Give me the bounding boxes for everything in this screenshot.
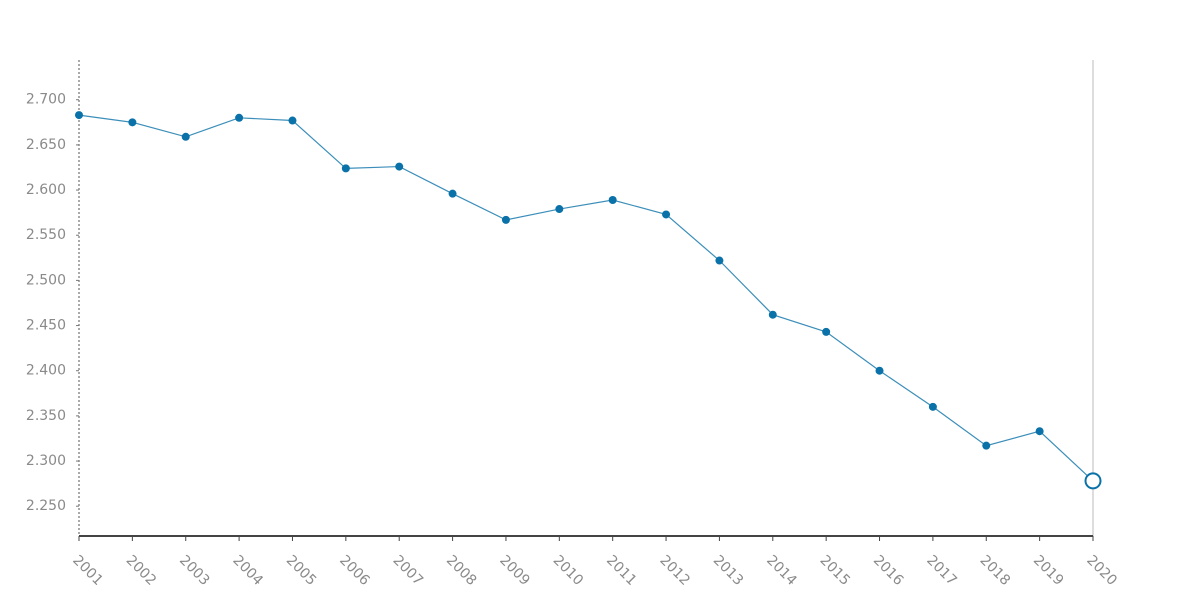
data-point <box>501 215 510 224</box>
x-tick-label: 2012 <box>656 552 693 589</box>
x-tick-label: 2001 <box>69 552 106 589</box>
data-point <box>822 327 831 336</box>
x-tick-group: 2012 <box>656 552 693 589</box>
x-tick-group: 2020 <box>1083 552 1120 589</box>
x-tick-group: 2004 <box>229 552 266 589</box>
x-tick-label: 2019 <box>1030 552 1067 589</box>
x-tick-group: 2001 <box>69 552 106 589</box>
x-tick-label: 2004 <box>229 552 266 589</box>
data-point <box>768 310 777 319</box>
x-tick-label: 2017 <box>923 552 960 589</box>
data-point <box>235 113 244 122</box>
x-tick-label: 2002 <box>123 552 160 589</box>
y-tick-label: 2.350 <box>26 408 66 424</box>
x-tick-label: 2008 <box>443 552 480 589</box>
x-tick-group: 2006 <box>336 552 373 589</box>
x-tick-group: 2013 <box>710 552 747 589</box>
x-tick-group: 2018 <box>977 552 1014 589</box>
x-tick-label: 2007 <box>390 552 427 589</box>
y-tick-label: 2.300 <box>26 453 66 469</box>
y-tick-label: 2.700 <box>26 92 66 108</box>
data-point <box>448 189 457 198</box>
x-tick-label: 2003 <box>176 552 213 589</box>
x-tick-label: 2009 <box>496 552 533 589</box>
data-point <box>555 205 564 214</box>
x-tick-group: 2003 <box>176 552 213 589</box>
data-point <box>608 196 617 204</box>
x-tick-label: 2016 <box>870 552 907 589</box>
data-point <box>75 111 83 120</box>
data-point <box>341 164 350 173</box>
y-tick-label: 2.500 <box>26 272 66 288</box>
x-tick-group: 2005 <box>283 552 320 589</box>
x-tick-group: 2014 <box>763 552 800 589</box>
data-point <box>1084 472 1102 490</box>
data-point <box>288 116 297 125</box>
x-tick-group: 2007 <box>390 552 427 589</box>
x-tick-label: 2018 <box>977 552 1014 589</box>
data-point <box>395 162 404 171</box>
x-tick-group: 2002 <box>123 552 160 589</box>
x-tick-group: 2016 <box>870 552 907 589</box>
data-point <box>1035 427 1044 436</box>
data-point <box>181 132 190 141</box>
x-tick-label: 2005 <box>283 552 320 589</box>
x-tick-group: 2011 <box>603 552 640 589</box>
x-tick-label: 2011 <box>603 552 640 589</box>
x-tick-label: 2015 <box>817 552 854 589</box>
data-point <box>715 256 724 265</box>
x-tick-group: 2009 <box>496 552 533 589</box>
x-tick-group: 2010 <box>550 552 587 589</box>
y-tick-label: 2.450 <box>26 318 66 334</box>
x-tick-label: 2014 <box>763 552 800 589</box>
x-tick-group: 2019 <box>1030 552 1067 589</box>
x-tick-label: 2010 <box>550 552 587 589</box>
x-tick-label: 2020 <box>1083 552 1120 589</box>
series-line <box>78 114 1094 482</box>
x-tick-group: 2017 <box>923 552 960 589</box>
x-tick-group: 2015 <box>817 552 854 589</box>
x-tick-label: 2013 <box>710 552 747 589</box>
x-tick-label: 2006 <box>336 552 373 589</box>
data-point <box>875 366 884 375</box>
data-point <box>982 441 991 450</box>
data-point <box>662 210 671 219</box>
y-tick-label: 2.250 <box>26 498 66 514</box>
x-tick-group: 2008 <box>443 552 480 589</box>
y-tick-label: 2.650 <box>26 137 66 153</box>
y-tick-label: 2.400 <box>26 363 66 379</box>
data-point <box>128 118 137 127</box>
y-tick-label: 2.550 <box>26 227 66 243</box>
data-point <box>928 402 937 411</box>
y-tick-label: 2.600 <box>26 182 66 198</box>
